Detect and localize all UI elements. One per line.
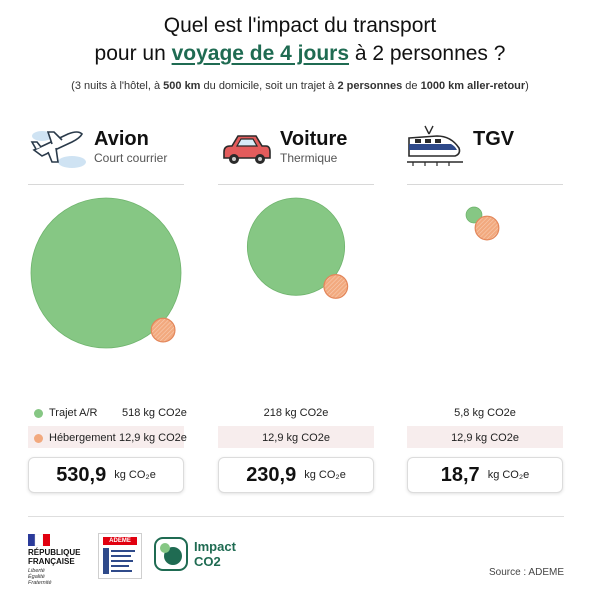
row-band <box>28 426 184 448</box>
mode-name: Avion <box>94 128 149 150</box>
airplane-icon <box>30 131 86 168</box>
motto-liberte: Liberté <box>28 568 45 574</box>
mode-name: TGV <box>473 128 515 150</box>
train-icon <box>407 125 463 166</box>
total-voiture: 230,9 kg CO₂e <box>218 457 374 493</box>
total-avion: 530,9 kg CO₂e <box>28 457 184 493</box>
car-icon <box>223 135 271 164</box>
subtitle-bold: 2 personnes <box>337 80 403 92</box>
ademe-mark-icon <box>103 548 135 574</box>
mode-sub: Thermique <box>280 151 338 165</box>
title-line-2-prefix: pour un <box>94 42 172 65</box>
subtitle-part: (3 nuits à l'hôtel, à <box>71 80 164 92</box>
page-title: Quel est l'impact du transport pour un v… <box>0 12 600 68</box>
bubble-hebergement-tgv <box>474 215 500 241</box>
total-unit: kg CO₂e <box>114 469 156 481</box>
impact-co2-logo: Impact CO2 <box>154 537 254 573</box>
value-heberg-avion: 12,9 kg CO2e <box>119 432 187 444</box>
motto-egalite: Égalité <box>28 574 45 580</box>
subtitle-part: de <box>402 80 421 92</box>
bubble-trajet-voiture <box>246 197 346 296</box>
column-header: TGV <box>407 118 563 185</box>
column-header: Avion Court courrier <box>28 118 184 185</box>
subtitle: (3 nuits à l'hôtel, à 500 km du domicile… <box>0 80 600 92</box>
legend-hebergement-dot <box>34 433 43 443</box>
total-unit: kg CO₂e <box>487 469 530 481</box>
impact-co2-icon <box>154 537 188 571</box>
legend-trajet-dot <box>34 408 43 418</box>
column-voiture: Voiture Thermique <box>218 118 374 185</box>
total-tgv: 18,7 kg CO₂e <box>407 457 563 493</box>
total-value: 230,9 <box>246 463 297 486</box>
value-trajet-avion: 518 kg CO2e <box>122 407 187 419</box>
republique-line-1: RÉPUBLIQUE <box>28 548 81 557</box>
bubble-hebergement-voiture <box>323 273 349 299</box>
bubble-trajet-tgv <box>465 206 483 224</box>
value-heberg-voiture: 12,9 kg CO2e <box>262 432 330 444</box>
marianne-flag-icon <box>28 534 50 546</box>
impact-label: Impact <box>194 539 236 554</box>
ademe-logo: ADEME <box>98 533 142 579</box>
legend-trajet: Trajet A/R <box>34 407 98 419</box>
total-value: 530,9 <box>56 463 107 486</box>
legend-hebergement-label: Hébergement <box>49 432 116 444</box>
row-band <box>218 426 374 448</box>
legend-trajet-label: Trajet A/R <box>49 407 98 419</box>
footer-divider <box>28 516 564 517</box>
subtitle-bold: 500 km <box>163 80 201 92</box>
column-avion: Avion Court courrier <box>28 118 184 185</box>
legend-hebergement: Hébergement <box>34 432 116 444</box>
subtitle-part: du domicile, soit un trajet à <box>200 80 338 92</box>
column-header: Voiture Thermique <box>218 118 374 185</box>
mode-name: Voiture <box>280 128 348 150</box>
ademe-label: ADEME <box>103 537 137 545</box>
title-line-2: pour un voyage de 4 jours à 2 personnes … <box>0 40 600 68</box>
title-highlight: voyage de 4 jours <box>171 42 349 65</box>
mode-sub: Court courrier <box>94 151 168 165</box>
republique-line-2: FRANÇAISE <box>28 557 75 566</box>
value-heberg-tgv: 12,9 kg CO2e <box>451 432 519 444</box>
bubble-hebergement-avion <box>150 317 176 343</box>
title-line-1: Quel est l'impact du transport <box>163 14 437 37</box>
motto-fraternite: Fraternité <box>28 580 52 586</box>
co2-label: CO2 <box>194 554 221 569</box>
bubble-trajet-avion <box>30 197 182 349</box>
total-value: 18,7 <box>440 463 480 486</box>
subtitle-bold: 1000 km aller-retour <box>420 80 526 92</box>
column-tgv: TGV <box>407 118 563 185</box>
value-trajet-tgv: 5,8 kg CO2e <box>454 407 516 419</box>
value-trajet-voiture: 218 kg CO2e <box>263 407 329 419</box>
total-unit: kg CO₂e <box>304 469 346 481</box>
title-line-2-suffix: à 2 personnes ? <box>349 42 506 65</box>
republique-francaise-logo: RÉPUBLIQUE FRANÇAISE Liberté Égalité Fra… <box>28 534 88 586</box>
row-band <box>407 426 563 448</box>
subtitle-part: ) <box>525 80 529 92</box>
source-note: Source : ADEME <box>488 567 564 578</box>
